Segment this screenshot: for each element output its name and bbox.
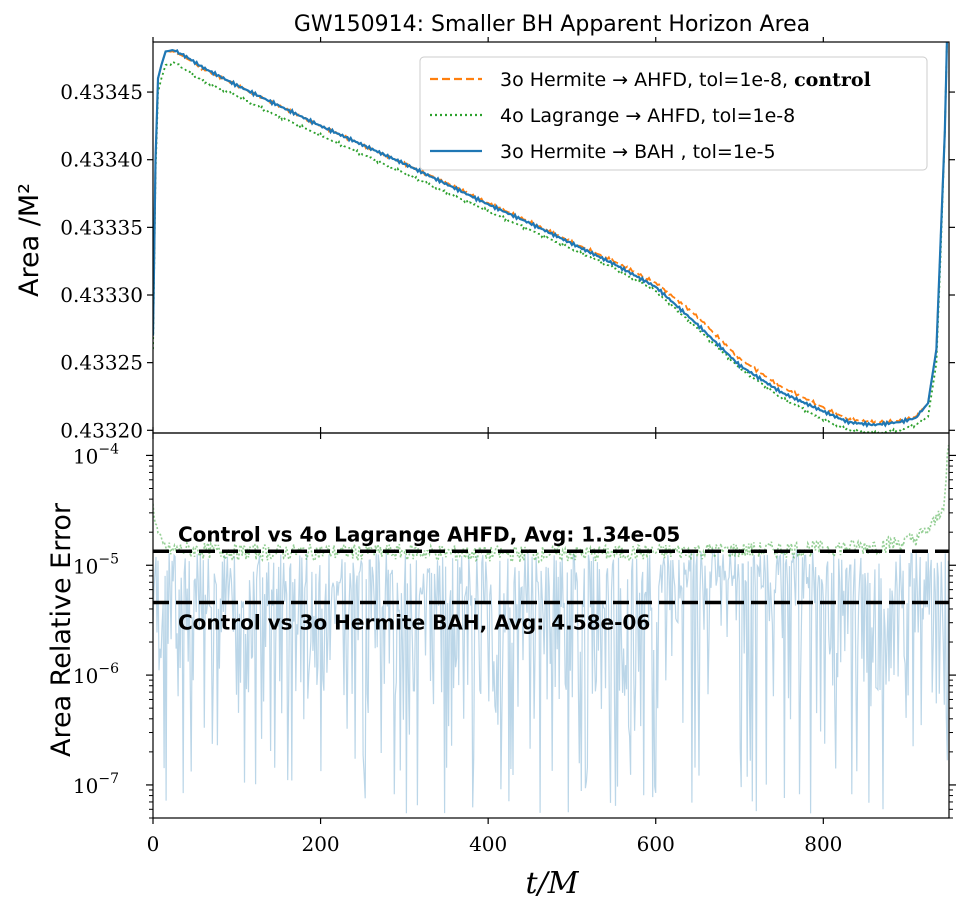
bottom-series-lagrange-error: [153, 445, 949, 564]
legend-label-2: 3o Hermite → BAH , tol=1e-5: [500, 141, 776, 163]
xtick-label: 200: [301, 832, 339, 856]
top-y-axis-label-text: Area /M²: [14, 183, 45, 297]
bottom-panel: 0 200 400 600 800 10−4 10−5 10−6 10−7 Area Relat…: [46, 432, 956, 856]
x-axis-label: t/M: [526, 866, 580, 901]
avg-label-0: Control vs 4o Lagrange AHFD, Avg: 1.34e-…: [178, 522, 680, 546]
top-plot-area: [153, 42, 949, 433]
top-ytick-label: 0.43330: [60, 283, 143, 307]
top-axes: 0.43320 0.43325 0.43330 0.43335 0.43340 0.433…: [60, 37, 955, 442]
figure-title: GW150914: Smaller BH Apparent Horizon Ar…: [294, 12, 810, 37]
bottom-ytick-label: 10−4: [73, 441, 119, 468]
bottom-y-axis-label: Area Relative Error: [46, 502, 77, 757]
legend-box: [419, 56, 928, 171]
legend-label-0: 3o Hermite → AHFD, tol=1e-8, control: [500, 69, 871, 91]
bottom-series-bah-error: [153, 548, 949, 814]
bottom-plot-area: [153, 445, 949, 814]
top-panel: 0.43320 0.43325 0.43330 0.43335 0.43340 0.433…: [14, 37, 955, 442]
top-series-line-2: [153, 42, 949, 428]
top-ytick-label: 0.43345: [60, 80, 143, 104]
avg-label-1: Control vs 3o Hermite BAH, Avg: 4.58e-06: [178, 611, 650, 635]
legend: 3o Hermite → AHFD, tol=1e-8, control 4o La…: [419, 56, 928, 171]
xtick-label: 800: [804, 832, 842, 856]
legend-label-1: 4o Lagrange → AHFD, tol=1e-8: [500, 105, 795, 127]
xtick-label: 0: [147, 832, 160, 856]
top-series-line-0: [153, 42, 948, 425]
bottom-ytick-label: 10−7: [73, 771, 119, 798]
top-ytick-label: 0.43335: [60, 215, 143, 239]
bottom-ytick-label: 10−6: [73, 661, 119, 688]
top-ytick-label: 0.43340: [60, 148, 143, 172]
reference-lines: Control vs 4o Lagrange AHFD, Avg: 1.34e-…: [153, 522, 949, 635]
top-ytick-label: 0.43325: [60, 351, 143, 375]
bottom-axes-frame: [152, 432, 950, 819]
bottom-axes: 0 200 400 600 800 10−4 10−5 10−6 10−7: [73, 432, 956, 856]
bottom-ytick-label: 10−5: [73, 551, 119, 578]
top-y-axis-label: Area /M²: [14, 183, 45, 297]
top-ytick-label: 0.43320: [60, 418, 143, 442]
xtick-label: 400: [469, 832, 507, 856]
xtick-label: 600: [637, 832, 675, 856]
